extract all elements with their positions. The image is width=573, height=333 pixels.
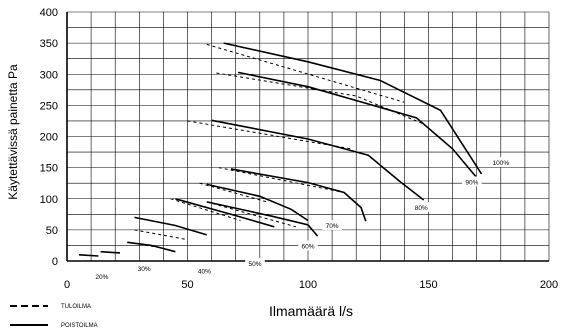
curve-labels: 20% 30% 40% 50% 60% 70% 80% 90% 100% bbox=[92, 157, 513, 282]
curve-label: 40% bbox=[198, 268, 211, 275]
series-1-poistoilma-line bbox=[100, 250, 121, 254]
curve-label: 70% bbox=[326, 223, 339, 230]
series-5-poistoilma-line bbox=[206, 183, 309, 222]
curve-label-bg bbox=[298, 240, 318, 251]
series-9-poistoilma-line bbox=[223, 42, 483, 175]
series-10-poistoilma-line bbox=[237, 71, 478, 179]
y-tick-label: 350 bbox=[40, 38, 58, 50]
axes bbox=[66, 12, 549, 262]
curve-label: 20% bbox=[95, 274, 108, 281]
curve-label: 100% bbox=[492, 160, 509, 167]
y-tick-label: 300 bbox=[40, 69, 58, 81]
curve-label-bg bbox=[245, 257, 265, 268]
series-8-tuloilma-line bbox=[187, 120, 352, 150]
y-tick-label: 400 bbox=[40, 7, 58, 19]
curve-label-bg bbox=[194, 265, 215, 276]
x-tick-label: 150 bbox=[419, 279, 437, 291]
tick-labels: 0 50 100 150 200 250 300 350 400 0 50 100 150 200 bbox=[40, 7, 559, 291]
series-7-tuloilma-line bbox=[218, 167, 345, 193]
series-lines bbox=[78, 42, 483, 257]
series-2-poistoilma-line bbox=[127, 241, 176, 253]
y-tick-label: 0 bbox=[52, 256, 58, 268]
series-5-tuloilma-line bbox=[199, 182, 268, 203]
x-tick-label: 100 bbox=[299, 279, 317, 291]
x-tick-label: 50 bbox=[181, 279, 193, 291]
legend-label-tuloilma: TULOILMA bbox=[61, 304, 91, 310]
curve-label: 80% bbox=[415, 205, 428, 212]
series-3-tuloilma-line bbox=[134, 229, 186, 240]
series-3-poistoilma-line bbox=[134, 216, 208, 236]
y-tick-label: 200 bbox=[40, 132, 58, 144]
curve-label: 90% bbox=[465, 179, 478, 186]
series-4-tuloilma-line bbox=[170, 198, 241, 221]
curve-label-bg bbox=[411, 201, 432, 212]
curve-label: 30% bbox=[138, 266, 151, 273]
y-tick-label: 150 bbox=[40, 163, 58, 175]
curve-label-bg bbox=[488, 157, 513, 168]
series-0-poistoilma-line bbox=[78, 254, 99, 257]
x-tick-label: 0 bbox=[64, 279, 70, 291]
series-8-poistoilma-line bbox=[211, 119, 425, 201]
curve-label-bg bbox=[134, 262, 154, 273]
curve-label-bg bbox=[462, 176, 482, 187]
series-4-poistoilma-line bbox=[175, 198, 275, 228]
series-9-tuloilma-line bbox=[206, 43, 405, 103]
x-axis-label: Ilmamäärä l/s bbox=[269, 303, 353, 319]
series-6-poistoilma-line bbox=[206, 201, 319, 237]
y-tick-label: 50 bbox=[46, 225, 58, 237]
x-tick-label: 200 bbox=[540, 279, 558, 291]
series-7-poistoilma-line bbox=[230, 168, 367, 222]
curve-label: 60% bbox=[301, 243, 314, 250]
legend: TULOILMA POISTOILMA bbox=[10, 304, 98, 329]
y-tick-label: 100 bbox=[40, 194, 58, 206]
legend-label-poistoilma: POISTOILMA bbox=[61, 323, 98, 329]
y-tick-label: 250 bbox=[40, 100, 58, 112]
curve-label-bg bbox=[322, 220, 342, 231]
grid bbox=[66, 11, 550, 262]
curve-label-bg bbox=[92, 271, 112, 282]
y-axis-label: Käytettävissä painetta Pa bbox=[6, 64, 20, 200]
curve-label: 50% bbox=[248, 261, 261, 268]
